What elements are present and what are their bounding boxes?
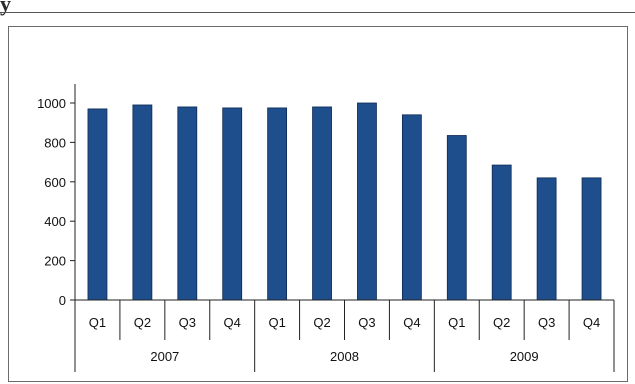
x-axis: Q1 Q2 Q3 Q4 Q1 Q2 Q3 Q4 Q1 Q2 Q3 Q4 2007 2008 2009 <box>74 299 615 372</box>
x-tick-label: Q4 <box>403 315 420 330</box>
bar <box>446 135 467 301</box>
x-tick-label: Q4 <box>224 315 241 330</box>
bar <box>491 164 512 301</box>
heading-rule <box>0 12 635 13</box>
bar <box>87 108 108 301</box>
bar <box>267 107 288 301</box>
y-axis: 0 200 400 600 800 1000 <box>37 84 76 308</box>
bar <box>222 107 243 301</box>
bars <box>87 102 602 301</box>
x-tick-label: Q1 <box>268 315 285 330</box>
x-group-label: 2007 <box>150 349 179 364</box>
bar <box>536 177 557 301</box>
x-tick-label: Q3 <box>179 315 196 330</box>
y-tick-label: 400 <box>44 214 66 229</box>
y-tick-label: 800 <box>44 135 66 150</box>
bar <box>132 104 153 301</box>
x-group-label: 2009 <box>510 349 539 364</box>
y-tick-label: 1000 <box>37 96 66 111</box>
bar <box>357 102 377 301</box>
y-tick-label: 0 <box>59 293 66 308</box>
y-tick-label: 200 <box>44 254 66 269</box>
bar <box>401 114 422 301</box>
x-tick-label: Q2 <box>493 315 510 330</box>
x-tick-label: Q3 <box>358 315 375 330</box>
x-tick-label: Q4 <box>583 315 600 330</box>
cropped-heading-fragment: y <box>0 0 12 16</box>
x-tick-label: Q2 <box>134 315 151 330</box>
bar <box>312 106 332 301</box>
x-tick-label: Q1 <box>89 315 106 330</box>
x-group-label: 2008 <box>330 349 359 364</box>
bar <box>581 177 602 301</box>
x-tick-label: Q2 <box>313 315 330 330</box>
x-tick-label: Q1 <box>448 315 465 330</box>
y-tick-label: 600 <box>44 175 66 190</box>
bar <box>177 106 198 301</box>
x-tick-label: Q3 <box>538 315 555 330</box>
